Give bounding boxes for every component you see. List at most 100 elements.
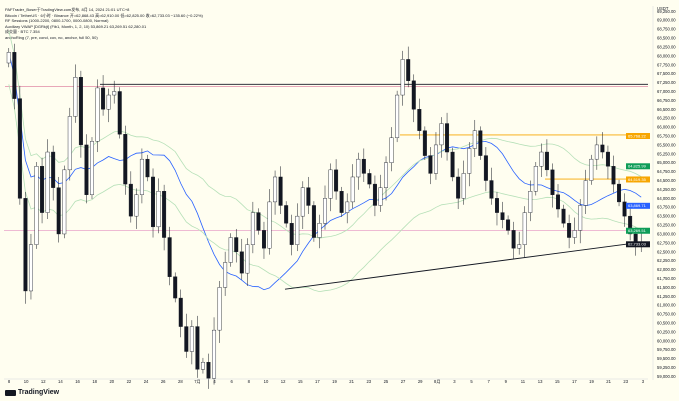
y-axis[interactable]: 59,000.00 59,250.00 59,500.00 59,750.00 60,0… [652,6,676,380]
price-tag-box [626,133,650,140]
candle [106,88,111,123]
y-tick-label: 66,000.00 [657,125,676,130]
price-tag-label: 64,825.99 [628,164,647,169]
currency-label: USDT [657,6,669,11]
x-axis[interactable]: 8 10 12 14 16 18 20 22 24 26 28 7月 4 6 8 10 12 15 17 19 21 23… [4,378,648,385]
candle-body [112,91,117,96]
brand-name: TradingView [18,389,60,396]
x-tick-label: 13 [538,379,543,384]
candle [178,289,183,338]
y-tick-label: 65,250.00 [657,151,676,156]
candle-body [389,137,394,163]
x-tick-label: 21 [349,379,354,384]
candle [311,201,316,242]
x-tick-label: 23 [366,379,371,384]
x-tick-label: 18 [92,379,97,384]
candle [90,137,94,200]
candle-body [101,87,106,110]
y-tick-label: 60,750.00 [657,312,676,317]
candle-body [67,116,72,171]
candle-body [34,166,39,245]
x-tick-label: 12 [281,379,286,384]
trendline[interactable] [284,243,629,290]
candle [162,184,167,251]
candle [622,193,627,227]
y-tick-label: 67,750.00 [657,62,676,67]
candle [489,167,494,205]
candle-body [317,223,322,238]
candle [73,64,78,123]
candle-body [605,151,610,167]
candle [433,132,438,180]
x-tick-label: 19 [332,379,337,384]
candle [217,280,222,343]
candle-body [600,144,605,153]
candle-body [73,77,78,117]
candle [234,228,239,263]
candle [361,148,366,182]
candle [195,315,200,378]
x-tick-label: 10 [24,379,29,384]
x-tick-label: 3 [642,379,645,384]
candle [395,90,400,143]
candle [567,214,572,249]
candle-body [483,155,488,181]
volume-indicator-line[interactable]: 成交量 · BTC 7.354 [5,29,40,35]
candle [544,139,549,177]
candle-body [422,130,427,156]
candle [628,203,633,241]
candle [345,193,350,224]
candle-body [522,212,527,245]
candle [439,117,444,158]
candle [101,75,106,116]
candle [517,231,522,255]
candles [6,43,644,389]
candle-body [223,262,228,288]
candle [139,148,144,204]
y-tick-label: 69,000.00 [657,18,676,23]
candle-body [517,244,522,249]
x-tick-label: 27 [401,379,406,384]
candle-body [611,166,616,185]
candle-body [278,176,283,206]
candle [223,251,228,296]
price-tag: 63,869.71 [626,202,650,209]
x-tick-label: 11 [521,379,526,384]
y-tick-label: 69,250.00 [657,9,676,14]
y-tick-label: 63,500.00 [657,214,676,219]
anchor-indicator-line[interactable]: anchoRing (7, pre, cond, cov, no, anchor… [5,34,98,40]
x-tick-label: 24 [144,379,149,384]
candle-body [467,148,472,174]
candle-body [506,219,511,231]
price-tag: 64,825.99 [626,163,650,170]
support-trendline [284,243,629,290]
tradingview-logo-icon [5,389,16,396]
x-tick-label: 8月 [434,379,441,385]
candle [200,357,205,374]
candle [261,221,266,259]
candle-body [217,287,222,331]
symbol-line[interactable]: Bitcoin / TetherUS · 6小时 · Binance 开=62,… [5,12,203,18]
session-indicator-line[interactable]: RF Sessions (1000-2200, 0800-1700, 0000-… [5,18,109,24]
y-tick-label: 62,250.00 [657,258,676,263]
candle-body [184,326,189,352]
y-tick-label: 68,000.00 [657,53,676,58]
vwap-indicator-line[interactable]: Auxiliary VWAP [DGRkjt] (Fib1, Month, 1,… [5,23,147,29]
candle-body [433,144,438,174]
candle-body [256,212,261,231]
y-tick-label: 65,750.00 [657,134,676,139]
candle [134,188,139,229]
candle-body [51,151,56,188]
candle [123,125,128,195]
price-tag-label: 64,519.35 [628,177,647,182]
candle [34,162,39,249]
candle-body [411,80,416,110]
candle [267,189,272,255]
x-tick-label: 29 [418,379,423,384]
candle-body [45,151,50,213]
candle [389,127,394,172]
author-line: PAFTrader_Boser于TradingView.com发布, 8月 14… [5,7,130,12]
level-lines [4,83,648,231]
x-tick-label: 28 [178,379,183,384]
